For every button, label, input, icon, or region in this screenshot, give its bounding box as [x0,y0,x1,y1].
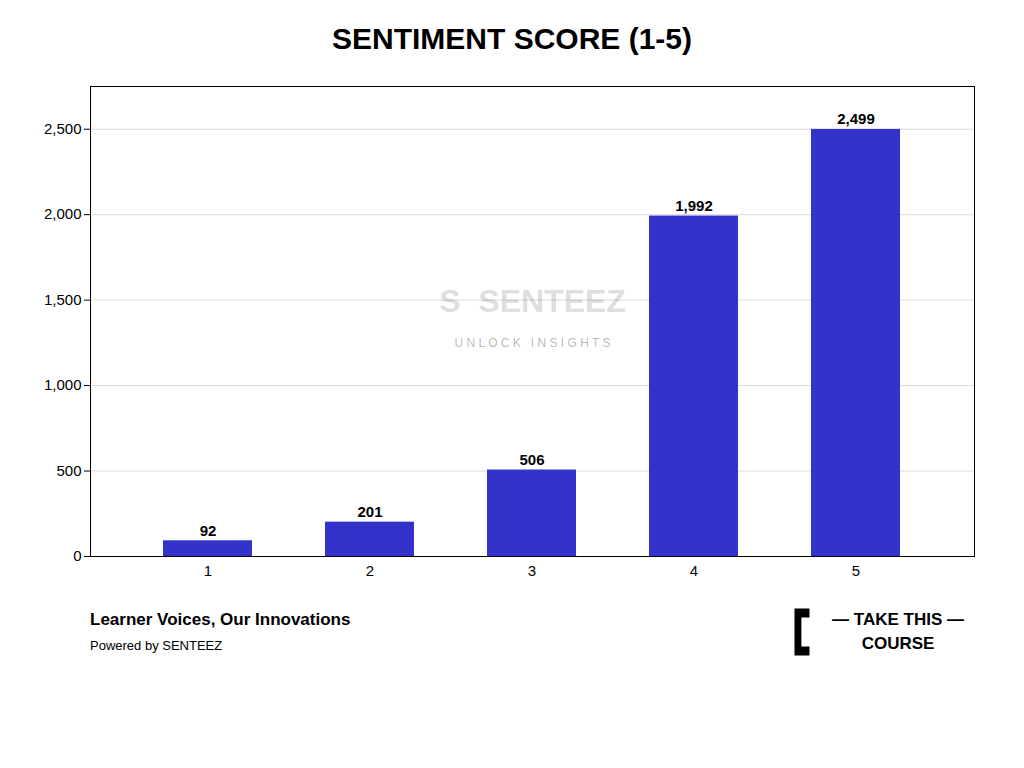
html-text:COURSE: COURSE [861,634,935,653]
svg-text:1,500: 1,500 [44,291,82,308]
svg-text:1,000: 1,000 [44,376,82,393]
svg-text:2,500: 2,500 [44,120,82,137]
svg-text:2,000: 2,000 [44,205,82,222]
html-text:Powered by SENTEEZ: Powered by SENTEEZ [90,638,223,653]
svg-text:2,499: 2,499 [837,110,875,127]
svg-text:92: 92 [200,522,217,539]
svg-text:1: 1 [204,562,212,579]
svg-text:500: 500 [56,462,81,479]
svg-text:0: 0 [73,547,81,564]
svg-text:3: 3 [528,562,536,579]
svg-text:S SENTEEZ: S SENTEEZ [439,283,626,319]
svg-text:2: 2 [366,562,374,579]
html-text:Learner Voices, Our Innovation: Learner Voices, Our Innovations [90,610,351,629]
svg-text:201: 201 [357,503,382,520]
html-text:SENTIMENT SCORE (1-5): SENTIMENT SCORE (1-5) [332,22,692,55]
svg-text:5: 5 [852,562,860,579]
svg-text:506: 506 [519,451,544,468]
svg-text:4: 4 [690,562,698,579]
html-text:— TAKE THIS —: — TAKE THIS — [832,610,964,630]
svg-text:U N L O C K I N S I G H T S: U N L O C K I N S I G H T S [455,336,611,350]
svg-text:1,992: 1,992 [675,197,713,214]
